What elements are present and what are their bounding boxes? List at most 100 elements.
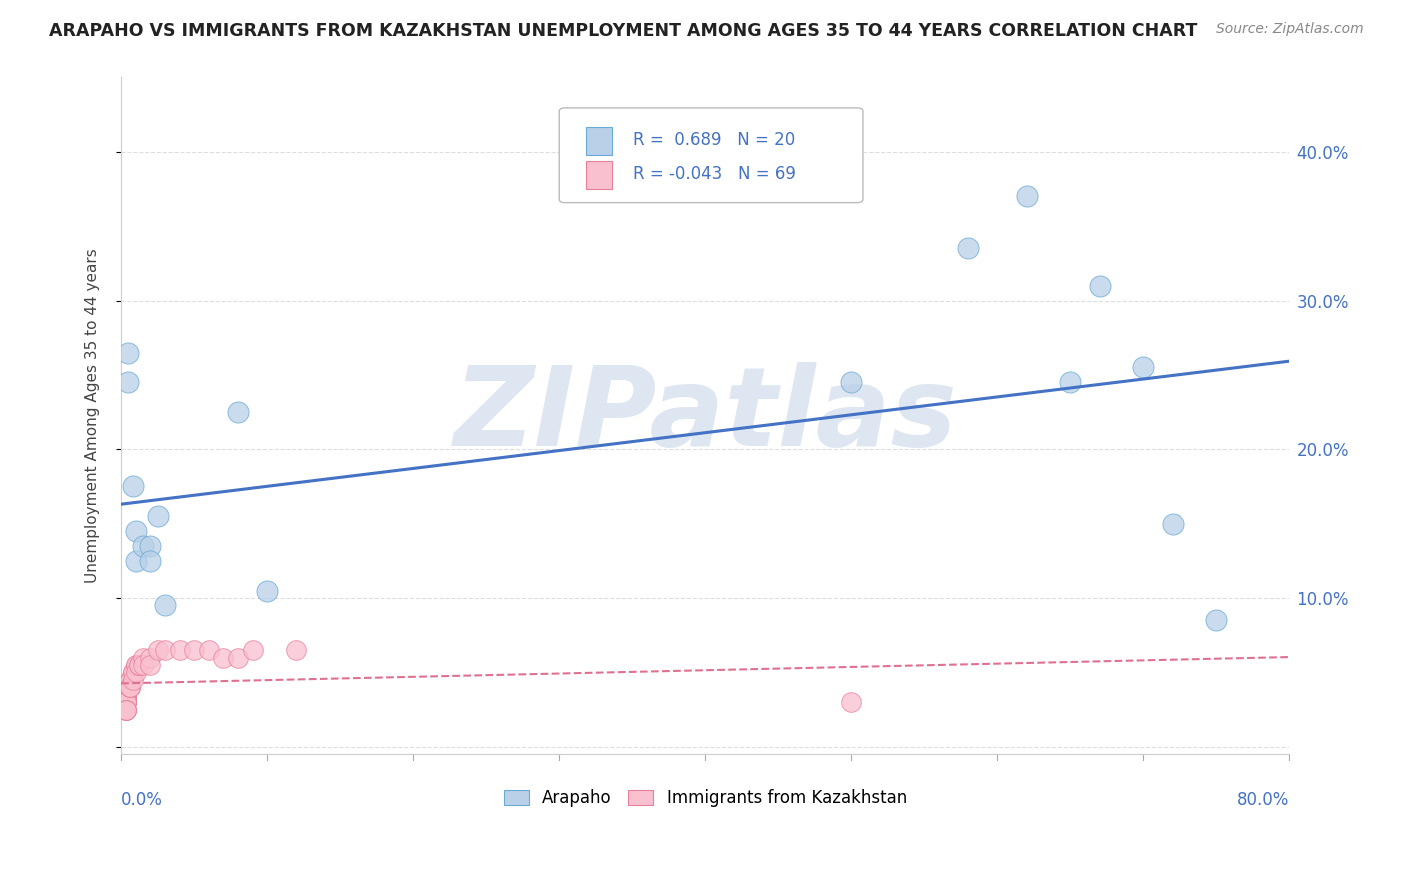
Point	[139, 554, 162, 568]
Point	[139, 657, 162, 672]
Point	[114, 680, 136, 694]
Bar	[586, 127, 612, 155]
Point	[1015, 189, 1038, 203]
Point	[114, 688, 136, 702]
Point	[153, 599, 176, 613]
Point	[114, 688, 136, 702]
Text: ZIPatlas: ZIPatlas	[453, 362, 957, 469]
Point	[114, 680, 136, 694]
Point	[117, 376, 139, 390]
Point	[114, 688, 136, 702]
Point	[125, 665, 148, 680]
Text: 80.0%: 80.0%	[1237, 791, 1289, 809]
Text: R = -0.043   N = 69: R = -0.043 N = 69	[633, 164, 796, 183]
Point	[114, 695, 136, 709]
Point	[1059, 376, 1081, 390]
Point	[118, 673, 141, 687]
Point	[114, 680, 136, 694]
Point	[114, 680, 136, 694]
Point	[1132, 360, 1154, 375]
Point	[125, 657, 148, 672]
Point	[114, 688, 136, 702]
Point	[139, 650, 162, 665]
Point	[114, 680, 136, 694]
Point	[114, 680, 136, 694]
Point	[125, 554, 148, 568]
Point	[114, 688, 136, 702]
Point	[114, 680, 136, 694]
Point	[114, 688, 136, 702]
Point	[114, 680, 136, 694]
Point	[839, 695, 862, 709]
Point	[226, 405, 249, 419]
Point	[121, 673, 143, 687]
Y-axis label: Unemployment Among Ages 35 to 44 years: Unemployment Among Ages 35 to 44 years	[86, 249, 100, 583]
Bar	[586, 161, 612, 189]
Text: 0.0%: 0.0%	[121, 791, 163, 809]
Point	[118, 673, 141, 687]
Point	[121, 665, 143, 680]
Point	[121, 665, 143, 680]
Point	[114, 680, 136, 694]
Point	[118, 680, 141, 694]
Point	[118, 680, 141, 694]
Point	[118, 673, 141, 687]
Point	[121, 479, 143, 493]
Point	[114, 695, 136, 709]
Point	[114, 680, 136, 694]
Text: R =  0.689   N = 20: R = 0.689 N = 20	[633, 131, 794, 149]
Point	[183, 643, 205, 657]
Point	[114, 703, 136, 717]
Point	[114, 695, 136, 709]
Point	[212, 650, 235, 665]
Point	[197, 643, 219, 657]
Point	[114, 680, 136, 694]
Point	[132, 657, 155, 672]
Point	[114, 680, 136, 694]
Point	[1205, 613, 1227, 627]
Point	[125, 657, 148, 672]
Point	[242, 643, 264, 657]
Point	[128, 657, 150, 672]
Point	[226, 650, 249, 665]
Point	[128, 657, 150, 672]
Point	[114, 680, 136, 694]
Point	[285, 643, 308, 657]
Point	[114, 680, 136, 694]
Point	[132, 650, 155, 665]
Point	[256, 583, 278, 598]
Point	[114, 703, 136, 717]
Text: ARAPAHO VS IMMIGRANTS FROM KAZAKHSTAN UNEMPLOYMENT AMONG AGES 35 TO 44 YEARS COR: ARAPAHO VS IMMIGRANTS FROM KAZAKHSTAN UN…	[49, 22, 1198, 40]
Point	[1088, 278, 1111, 293]
Point	[114, 703, 136, 717]
Point	[114, 680, 136, 694]
Point	[114, 680, 136, 694]
Text: Source: ZipAtlas.com: Source: ZipAtlas.com	[1216, 22, 1364, 37]
Point	[117, 345, 139, 359]
Point	[146, 643, 169, 657]
Point	[114, 688, 136, 702]
Point	[114, 695, 136, 709]
Point	[114, 695, 136, 709]
Legend: Arapaho, Immigrants from Kazakhstan: Arapaho, Immigrants from Kazakhstan	[496, 782, 914, 814]
Point	[114, 688, 136, 702]
Point	[125, 524, 148, 538]
Point	[114, 695, 136, 709]
Point	[169, 643, 191, 657]
Point	[114, 680, 136, 694]
Point	[114, 680, 136, 694]
FancyBboxPatch shape	[560, 108, 863, 202]
Point	[1161, 516, 1184, 531]
Point	[139, 539, 162, 553]
Point	[153, 643, 176, 657]
Point	[146, 509, 169, 524]
Point	[114, 688, 136, 702]
Point	[114, 703, 136, 717]
Point	[839, 376, 862, 390]
Point	[118, 680, 141, 694]
Point	[114, 680, 136, 694]
Point	[132, 539, 155, 553]
Point	[114, 688, 136, 702]
Point	[957, 242, 980, 256]
Point	[118, 680, 141, 694]
